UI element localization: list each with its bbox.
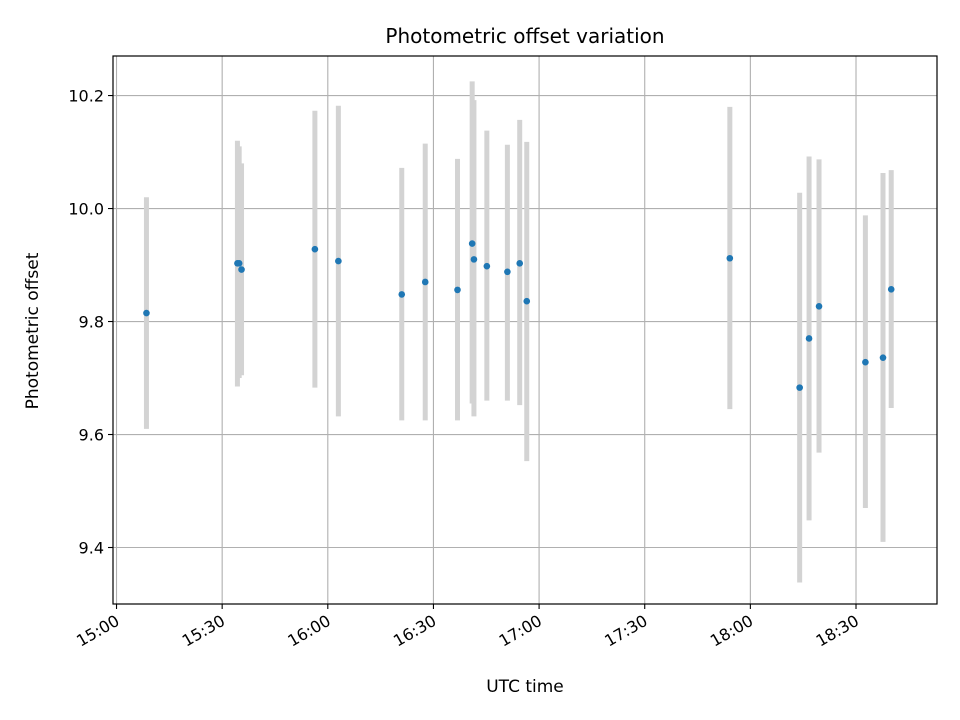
y-tick-label: 9.6 — [79, 426, 104, 445]
data-point — [143, 309, 150, 317]
data-point — [879, 354, 887, 361]
y-axis-ticks: 9.4 9.6 9.8 10.0 10.2 — [68, 87, 113, 558]
data-point — [805, 335, 813, 342]
data-point — [335, 257, 342, 265]
y-axis-label: Photometric offset — [23, 252, 43, 409]
data-point — [815, 302, 823, 310]
data-point — [887, 286, 895, 293]
data-point — [235, 260, 243, 267]
data-point — [483, 262, 491, 270]
data-points — [143, 240, 895, 391]
data-point — [504, 268, 511, 276]
data-point — [523, 297, 531, 305]
data-point — [454, 286, 461, 294]
y-tick-label: 10.0 — [68, 200, 104, 219]
y-tick-label: 9.4 — [79, 539, 104, 558]
y-tick-label: 9.8 — [79, 313, 104, 332]
data-point — [516, 260, 524, 267]
data-point — [238, 266, 245, 273]
data-point — [726, 254, 734, 262]
chart-title: Photometric offset variation — [385, 24, 664, 48]
data-point — [311, 245, 319, 253]
data-point — [421, 278, 429, 286]
data-point — [862, 358, 869, 366]
data-point — [796, 384, 803, 391]
data-point — [398, 291, 406, 298]
y-tick-label: 10.2 — [68, 87, 104, 106]
data-point — [470, 256, 478, 263]
data-point — [468, 240, 476, 247]
plot-frame — [112, 55, 938, 605]
x-axis-label: UTC time — [486, 677, 564, 697]
